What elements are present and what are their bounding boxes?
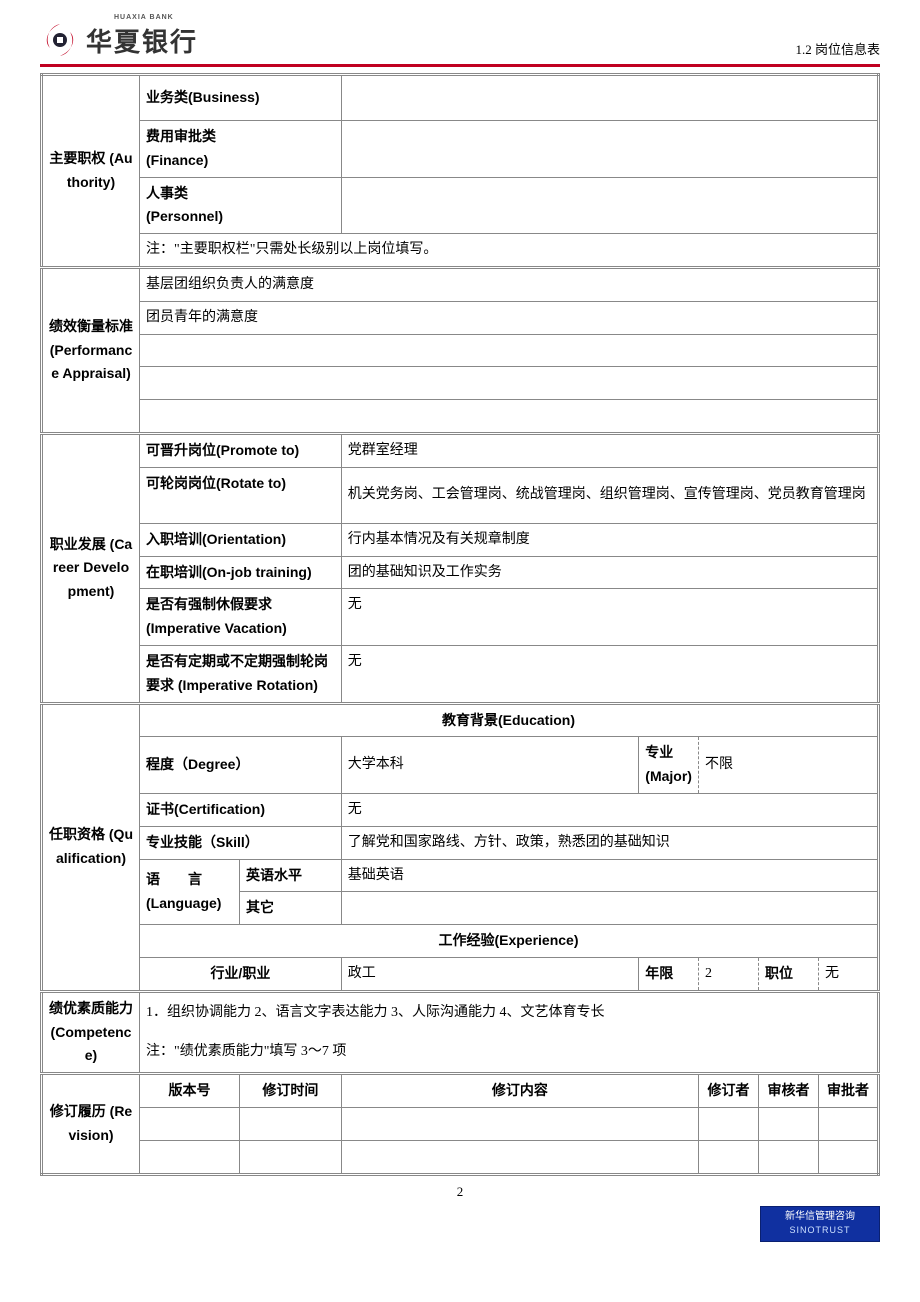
page-number: 2: [40, 1184, 880, 1200]
skill-val: 了解党和国家路线、方针、政策，熟悉团的基础知识: [341, 826, 878, 859]
industry-label: 行业/职业: [140, 957, 342, 991]
vacation-val: 无: [341, 589, 878, 646]
appraisal-row3: [140, 334, 879, 367]
appraisal-row5: [140, 400, 879, 434]
years-label: 年限: [639, 957, 699, 991]
auth-finance-l2: (Finance): [146, 152, 208, 168]
orient-label: 入职培训(Orientation): [140, 523, 342, 556]
bank-logo: HUAXIA BANK 华夏银行: [40, 20, 198, 60]
rev-h-checker: 审核者: [759, 1074, 819, 1108]
eng-val: 基础英语: [341, 859, 878, 892]
footer-en: SINOTRUST: [761, 1224, 879, 1237]
rev-r1-time: [240, 1107, 342, 1140]
industry-val: 政工: [341, 957, 639, 991]
section-authority: 主要职权 (Authority): [42, 75, 140, 268]
doc-reference: 1.2 岗位信息表: [795, 39, 880, 60]
auth-finance-l1: 费用审批类: [146, 128, 216, 144]
rev-r2-reviser: [699, 1140, 759, 1174]
lang-other-label: 其它: [240, 892, 342, 925]
section-career: 职业发展 (Career Development): [42, 433, 140, 703]
promote-val: 党群室经理: [341, 433, 878, 467]
cert-val: 无: [341, 793, 878, 826]
appraisal-row1: 基层团组织负责人的满意度: [140, 267, 879, 301]
rot-l1: 是否有定期或不定期强制轮岗: [146, 653, 328, 669]
auth-personnel-label: 人事类 (Personnel): [140, 177, 342, 234]
rev-h-content: 修订内容: [341, 1074, 698, 1108]
section-qualification: 任职资格 (Qualification): [42, 703, 140, 991]
logo-subtext: HUAXIA BANK: [114, 14, 174, 21]
rev-h-time: 修订时间: [240, 1074, 342, 1108]
rev-r2-time: [240, 1140, 342, 1174]
lang-other-val: [341, 892, 878, 925]
rev-r2-content: [341, 1140, 698, 1174]
vac-l2: (Imperative Vacation): [146, 620, 287, 636]
onjob-val: 团的基础知识及工作实务: [341, 556, 878, 589]
auth-business-label: 业务类(Business): [140, 75, 342, 121]
auth-personnel-val: [341, 177, 878, 234]
logo-text: HUAXIA BANK 华夏银行: [86, 22, 198, 59]
major-val: 不限: [698, 737, 878, 794]
page-header: HUAXIA BANK 华夏银行 1.2 岗位信息表: [40, 20, 880, 67]
skill-label: 专业技能（Skill）: [140, 826, 342, 859]
section-revision: 修订履历 (Revision): [42, 1074, 140, 1174]
orient-val: 行内基本情况及有关规章制度: [341, 523, 878, 556]
rotation-label: 是否有定期或不定期强制轮岗 要求 (Imperative Rotation): [140, 645, 342, 703]
rotate-label: 可轮岗岗位(Rotate to): [140, 467, 342, 523]
logo-cn: 华夏银行: [86, 28, 198, 57]
logo-mark-icon: [40, 20, 80, 60]
appraisal-row2: 团员青年的满意度: [140, 301, 879, 334]
rev-r1-content: [341, 1107, 698, 1140]
rev-h-reviser: 修订者: [699, 1074, 759, 1108]
edu-header: 教育背景(Education): [140, 703, 879, 737]
vacation-label: 是否有强制休假要求 (Imperative Vacation): [140, 589, 342, 646]
section-appraisal: 绩效衡量标准 (Performance Appraisal): [42, 267, 140, 433]
position-val: 无: [819, 957, 879, 991]
exp-header: 工作经验(Experience): [140, 925, 879, 958]
auth-pers-l2: (Personnel): [146, 208, 223, 224]
rev-r2-version: [140, 1140, 240, 1174]
rotation-val: 无: [341, 645, 878, 703]
degree-label: 程度（Degree）: [140, 737, 342, 794]
rot-l2: 要求 (Imperative Rotation): [146, 677, 318, 693]
rev-r1-version: [140, 1107, 240, 1140]
onjob-label: 在职培训(On-job training): [140, 556, 342, 589]
rev-r1-approver: [819, 1107, 879, 1140]
auth-finance-label: 费用审批类 (Finance): [140, 121, 342, 178]
auth-pers-l1: 人事类: [146, 185, 188, 201]
degree-val: 大学本科: [341, 737, 639, 794]
rev-h-version: 版本号: [140, 1074, 240, 1108]
major-label: 专业(Major): [639, 737, 699, 794]
years-val: 2: [698, 957, 758, 991]
promote-label: 可晋升岗位(Promote to): [140, 433, 342, 467]
vac-l1: 是否有强制休假要求: [146, 596, 272, 612]
competence-items: 1．组织协调能力 2、语言文字表达能力 3、人际沟通能力 4、文艺体育专长: [140, 991, 879, 1032]
rev-r1-checker: [759, 1107, 819, 1140]
auth-note: 注："主要职权栏"只需处长级别以上岗位填写。: [140, 234, 879, 268]
job-info-table: 主要职权 (Authority) 业务类(Business) 费用审批类 (Fi…: [40, 73, 880, 1176]
competence-note: 注："绩优素质能力"填写 3～7 项: [140, 1032, 879, 1073]
rev-r1-reviser: [699, 1107, 759, 1140]
rev-h-approver: 审批者: [819, 1074, 879, 1108]
rev-r2-approver: [819, 1140, 879, 1174]
footer-cn: 新华信管理咨询: [761, 1210, 879, 1224]
cert-label: 证书(Certification): [140, 793, 342, 826]
auth-business-val: [341, 75, 878, 121]
eng-label: 英语水平: [240, 859, 342, 892]
position-label: 职位: [759, 957, 819, 991]
auth-finance-val: [341, 121, 878, 178]
appraisal-row4: [140, 367, 879, 400]
section-competence: 绩优素质能力 (Competence): [42, 991, 140, 1073]
lang-label: 语 言 (Language): [140, 859, 240, 925]
sinotrust-logo: 新华信管理咨询 SINOTRUST: [760, 1206, 880, 1242]
rev-r2-checker: [759, 1140, 819, 1174]
rotate-val: 机关党务岗、工会管理岗、统战管理岗、组织管理岗、宣传管理岗、党员教育管理岗: [341, 467, 878, 523]
